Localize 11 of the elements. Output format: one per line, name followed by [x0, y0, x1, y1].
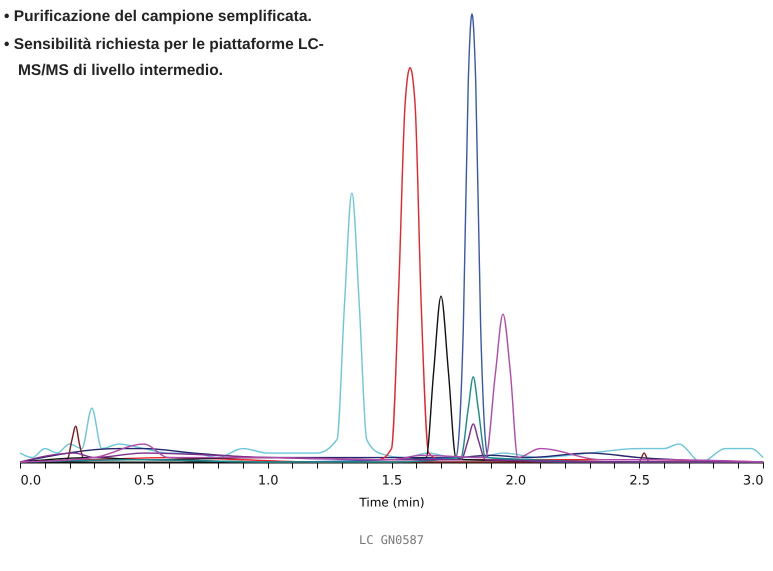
x-tick-label: 2.5	[629, 474, 650, 488]
x-tick-label: 1.0	[258, 474, 279, 488]
x-tick-label: 2.0	[505, 474, 526, 488]
x-tick-label: 1.5	[382, 474, 402, 488]
x-tick-label: 0.5	[134, 474, 155, 488]
text: LC GN0587	[358, 533, 426, 547]
x-tick-label: 0.0	[20, 474, 42, 488]
annotation: • Purificazione del campione semplificata.	[4, 7, 313, 27]
annotation: • Sensibilità richiesta per le piattaforme LC-MS/MS di livello intermedio.	[4, 35, 325, 81]
x-axis-title: Time (min)	[358, 496, 425, 510]
x-tick-label: 3.0	[742, 474, 764, 488]
